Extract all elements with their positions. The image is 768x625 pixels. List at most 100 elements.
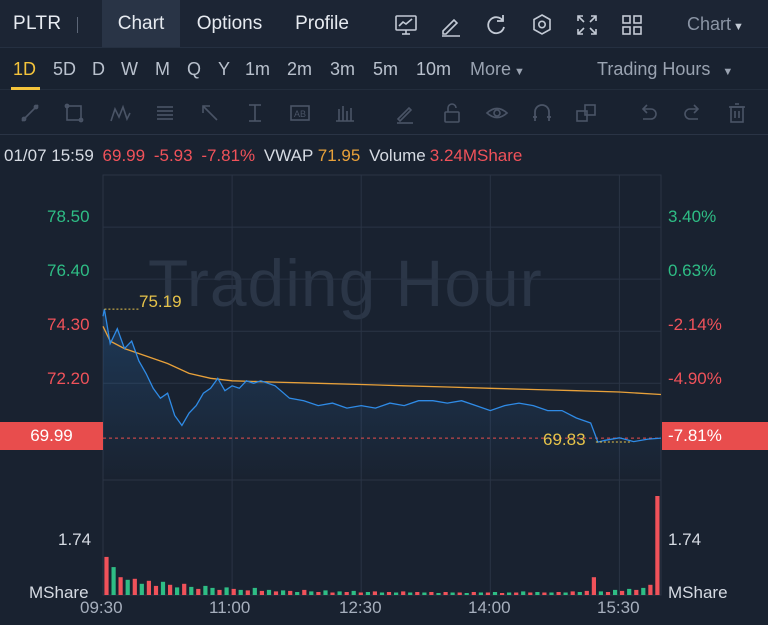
volume-bar: [415, 592, 420, 595]
rectangle-tool-icon[interactable]: [62, 101, 86, 125]
volume-bar: [217, 589, 222, 595]
volume-bar: [224, 587, 229, 595]
volume-label: Volume: [369, 146, 426, 165]
volume-bar: [168, 584, 173, 595]
refresh-icon[interactable]: [483, 12, 509, 38]
volume-bar: [436, 593, 441, 595]
volume-bar: [139, 583, 144, 595]
more-periods-dropdown[interactable]: More ▼: [470, 59, 525, 80]
layout-grid-icon[interactable]: [619, 12, 645, 38]
volume-bar: [570, 591, 575, 595]
settings-icon[interactable]: [529, 12, 555, 38]
current-price-tag: 69.99: [0, 422, 103, 450]
fullscreen-icon[interactable]: [574, 12, 600, 38]
period-m[interactable]: M: [155, 59, 170, 79]
volume-bar: [111, 567, 116, 595]
vwap-value: 71.95: [317, 146, 361, 165]
draw-edit-icon[interactable]: [438, 12, 464, 38]
undo-icon[interactable]: [636, 101, 660, 125]
period-y[interactable]: Y: [218, 59, 231, 79]
period-5d[interactable]: 5D: [53, 59, 77, 79]
tab-chart[interactable]: Chart: [102, 0, 180, 47]
tab-profile[interactable]: Profile: [295, 13, 349, 34]
visibility-icon[interactable]: [485, 101, 509, 125]
period-2m[interactable]: 2m: [287, 59, 313, 79]
volume-bar: [655, 496, 660, 595]
volume-value: 3.24MShare: [429, 146, 523, 165]
measure-tool-icon[interactable]: [243, 101, 267, 125]
fibonacci-tool-icon[interactable]: [153, 101, 177, 125]
volume-bar: [620, 590, 625, 595]
volume-bar: [478, 592, 483, 595]
arrow-tool-icon[interactable]: [198, 101, 222, 125]
chart-type-icon[interactable]: [393, 12, 419, 38]
volume-bar: [485, 592, 490, 595]
chart-selector[interactable]: Chart ▼: [687, 14, 744, 35]
volume-bar: [365, 592, 370, 595]
quote-change-pct: -7.81%: [201, 146, 256, 165]
volume-bar: [132, 578, 137, 595]
volume-bar: [634, 589, 639, 595]
clone-icon[interactable]: [574, 101, 598, 125]
period-10m[interactable]: 10m: [416, 59, 452, 79]
active-period-indicator: [11, 87, 40, 90]
pct-axis-label: -4.90%: [668, 369, 722, 388]
volume-bar: [528, 592, 533, 595]
tab-options[interactable]: Options: [196, 13, 263, 34]
brush-tool-icon[interactable]: [393, 101, 417, 125]
volume-bar: [118, 577, 123, 595]
trading-hours-label: Trading Hours: [597, 59, 711, 79]
high-price-label: 75.19: [139, 292, 182, 311]
volume-bar: [337, 591, 342, 595]
period-q[interactable]: Q: [187, 59, 202, 79]
volume-bar: [627, 588, 632, 595]
volume-bar: [641, 587, 646, 595]
lock-icon[interactable]: [440, 101, 464, 125]
volume-bar: [556, 592, 561, 595]
volume-bar: [104, 556, 109, 595]
delete-icon[interactable]: [725, 101, 749, 125]
chevron-down-icon: ▼: [514, 66, 525, 78]
text-tool-icon[interactable]: AB: [288, 101, 312, 125]
period-3m[interactable]: 3m: [330, 59, 356, 79]
volume-bar: [295, 592, 300, 595]
volume-bar: [153, 585, 159, 595]
volume-bar: [316, 592, 321, 595]
period-w[interactable]: W: [121, 59, 138, 79]
trading-hours-dropdown[interactable]: Trading Hours ▼: [597, 59, 733, 80]
low-price-label: 69.83: [543, 430, 586, 449]
volume-bar: [245, 590, 250, 595]
volume-bar: [535, 592, 540, 595]
time-axis-label: 14:00: [468, 598, 511, 617]
bar-pattern-tool-icon[interactable]: [333, 101, 357, 125]
pct-axis-label: 0.63%: [668, 261, 717, 280]
volume-bar: [521, 591, 526, 595]
volume-bar: [471, 592, 476, 595]
volume-bar: [330, 592, 335, 595]
vwap-line: [102, 326, 662, 396]
volume-bar: [231, 588, 236, 595]
period-d[interactable]: D: [92, 59, 105, 79]
volume-bar: [273, 591, 279, 595]
chart-watermark: Trading Hour: [148, 246, 543, 320]
redo-icon[interactable]: [681, 101, 705, 125]
volume-bar: [288, 590, 293, 595]
period-5m[interactable]: 5m: [373, 59, 399, 79]
period-1d[interactable]: 1D: [13, 59, 37, 79]
magnet-icon[interactable]: [530, 101, 554, 125]
volume-bar: [196, 588, 201, 595]
volume-bar: [648, 584, 653, 595]
volume-bar: [125, 579, 130, 595]
pattern-tool-icon[interactable]: [108, 101, 132, 125]
volume-bar: [323, 590, 328, 595]
volume-bar: [577, 592, 582, 595]
trendline-tool-icon[interactable]: [18, 101, 42, 125]
volume-bar: [351, 590, 356, 595]
ticker-separator: [77, 17, 78, 33]
volume-unit-label: MShare: [29, 583, 89, 602]
ticker-symbol[interactable]: PLTR: [13, 13, 62, 34]
more-label: More: [470, 59, 512, 79]
period-1m[interactable]: 1m: [245, 59, 271, 79]
